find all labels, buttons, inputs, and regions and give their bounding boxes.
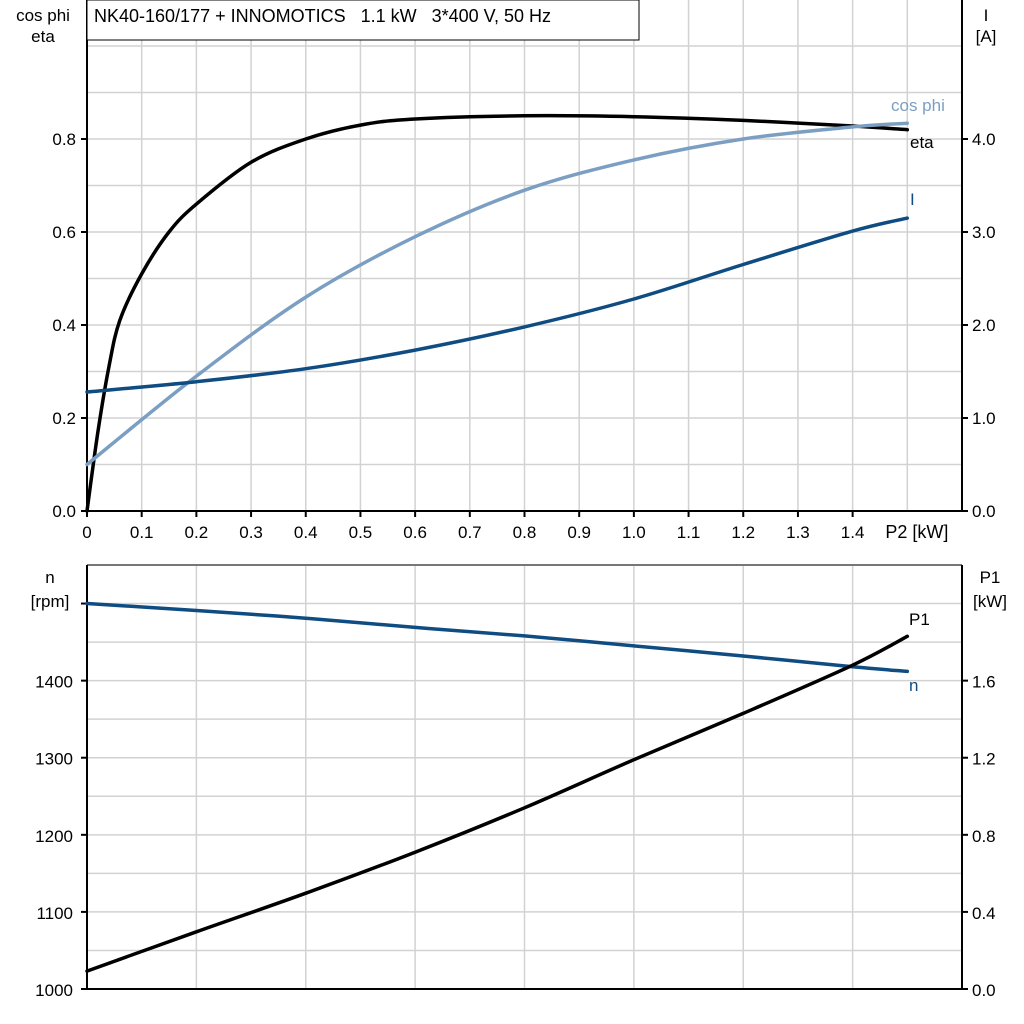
y-left-tick-label: 1300 — [35, 750, 73, 769]
y-left-tick-label: 1200 — [35, 827, 73, 846]
y-right-tick-label: 0.8 — [972, 827, 996, 846]
y-right-tick-label: 3.0 — [972, 223, 996, 242]
y-left-tick-label: 0.6 — [52, 223, 76, 242]
chart-title: NK40-160/177 + INNOMOTICS 1.1 kW 3*400 V… — [94, 6, 551, 26]
x-tick-label: 0.1 — [130, 523, 154, 542]
y-right-tick-label: 0.4 — [972, 904, 996, 923]
y-right-tick-label: 1.2 — [972, 750, 996, 769]
y-left-tick-label: 1000 — [35, 981, 73, 1000]
y-left-tick-label: 0.2 — [52, 409, 76, 428]
bottom-chart: 1000 1100 1200 1300 1400 0.0 0.4 0.8 1.2 1.6 n [rpm… — [31, 564, 1007, 1000]
x-tick-label: 1.0 — [622, 523, 646, 542]
y-right-tick-label: 1.0 — [972, 409, 996, 428]
axis-frame — [86, 565, 963, 990]
x-tick-label: 0.3 — [239, 523, 263, 542]
y-right-tick-label: 1.6 — [972, 673, 996, 692]
y-right-tick-label: 0.0 — [972, 502, 996, 521]
x-tick-label: 0.6 — [403, 523, 427, 542]
curve-n — [85, 601, 910, 674]
series-label-I: I — [910, 190, 915, 209]
y-left-axis-label: eta — [31, 27, 55, 46]
x-tick-label: 0.7 — [458, 523, 482, 542]
y-left-tick-label: 1100 — [36, 904, 73, 923]
curve-cos-phi — [85, 121, 910, 467]
y-right-axis-label: [A] — [976, 27, 997, 46]
curve-eta — [85, 113, 910, 513]
y-right-tick-label: 0.0 — [972, 981, 996, 1000]
y-left-axis-label: [rpm] — [31, 592, 70, 611]
top-chart: 0 0.1 0.2 0.3 0.4 0.5 0.6 0.7 0.8 0.9 1.0 1.1 1.2 1.3… — [16, 0, 996, 542]
y-right-tick-label: 2.0 — [972, 316, 996, 335]
y-left-axis-label: n — [45, 568, 54, 587]
x-tick-label: 0 — [82, 523, 91, 542]
y-right-axis-label: P1 — [980, 568, 1001, 587]
y-right-axis-label: I — [984, 6, 989, 25]
y-left-axis-label: cos phi — [16, 6, 70, 25]
title-box — [86, 0, 640, 41]
y-left-tick-label: 0.4 — [52, 316, 76, 335]
series-label-cos-phi: cos phi — [891, 96, 945, 115]
x-axis-label: P2 [kW] — [885, 522, 948, 542]
curve-P1 — [85, 634, 910, 973]
x-tick-label: 0.8 — [513, 523, 537, 542]
y-right-axis-label: [kW] — [973, 592, 1007, 611]
series-label-n: n — [909, 676, 918, 695]
x-tick-label: 0.9 — [567, 523, 591, 542]
x-tick-label: 1.2 — [731, 523, 755, 542]
series-label-eta: eta — [910, 133, 934, 152]
curve-I — [85, 216, 910, 394]
x-tick-label: 1.1 — [677, 523, 701, 542]
x-tick-label: 0.2 — [185, 523, 209, 542]
x-tick-label: 1.4 — [841, 523, 865, 542]
x-tick-label: 0.4 — [294, 523, 318, 542]
x-tick-label: 0.5 — [349, 523, 373, 542]
y-left-tick-label: 0.8 — [52, 130, 76, 149]
y-left-tick-label: 1400 — [35, 673, 73, 692]
series-label-P1: P1 — [909, 610, 930, 629]
x-tick-label: 1.3 — [786, 523, 810, 542]
y-right-tick-label: 4.0 — [972, 130, 996, 149]
y-left-tick-label: 0.0 — [52, 502, 76, 521]
